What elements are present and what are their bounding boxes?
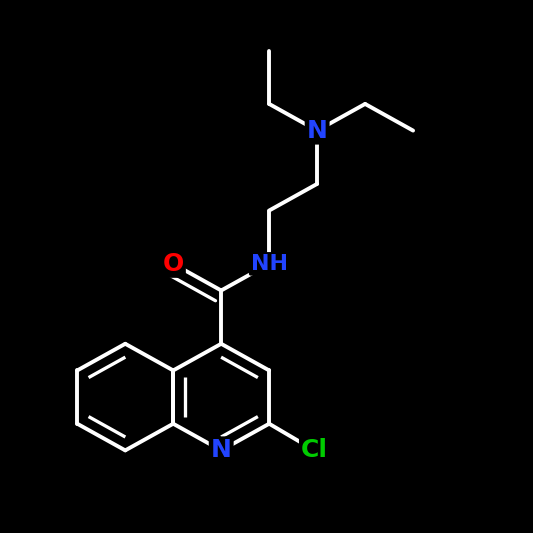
Text: N: N [211,438,232,463]
Text: N: N [306,118,328,143]
Text: O: O [163,252,184,276]
Text: NH: NH [251,254,288,274]
Text: Cl: Cl [301,438,328,463]
